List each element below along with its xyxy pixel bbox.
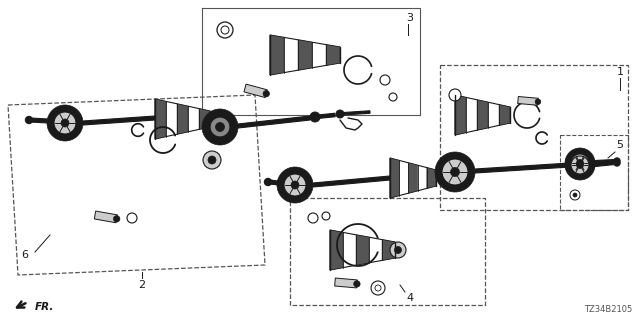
Circle shape bbox=[202, 109, 238, 145]
Polygon shape bbox=[199, 108, 210, 129]
Text: 1: 1 bbox=[616, 67, 623, 77]
Polygon shape bbox=[518, 97, 538, 105]
Circle shape bbox=[565, 150, 595, 180]
Polygon shape bbox=[330, 230, 395, 270]
Circle shape bbox=[435, 152, 475, 192]
Circle shape bbox=[210, 117, 230, 137]
Circle shape bbox=[451, 167, 460, 177]
Polygon shape bbox=[335, 278, 357, 288]
Polygon shape bbox=[475, 163, 570, 173]
Circle shape bbox=[577, 159, 584, 166]
Circle shape bbox=[264, 179, 271, 186]
Circle shape bbox=[54, 112, 76, 134]
Circle shape bbox=[47, 105, 83, 141]
Polygon shape bbox=[390, 158, 399, 198]
Polygon shape bbox=[238, 116, 310, 128]
Polygon shape bbox=[382, 240, 395, 260]
Polygon shape bbox=[298, 40, 312, 70]
Polygon shape bbox=[270, 35, 340, 75]
Polygon shape bbox=[94, 211, 117, 223]
Circle shape bbox=[208, 156, 216, 164]
Text: 3: 3 bbox=[406, 13, 413, 23]
Polygon shape bbox=[390, 158, 436, 198]
Circle shape bbox=[449, 89, 461, 101]
Circle shape bbox=[291, 181, 299, 189]
Circle shape bbox=[571, 154, 589, 172]
Text: 5: 5 bbox=[616, 140, 623, 150]
Polygon shape bbox=[155, 99, 210, 139]
Circle shape bbox=[390, 242, 406, 258]
Polygon shape bbox=[326, 44, 340, 65]
Circle shape bbox=[221, 26, 229, 34]
Polygon shape bbox=[408, 163, 418, 193]
Text: 6: 6 bbox=[22, 250, 29, 260]
Circle shape bbox=[277, 167, 313, 203]
Polygon shape bbox=[356, 235, 369, 265]
Polygon shape bbox=[455, 95, 466, 135]
Circle shape bbox=[394, 246, 401, 253]
Circle shape bbox=[371, 281, 385, 295]
Polygon shape bbox=[30, 118, 48, 123]
Circle shape bbox=[127, 213, 137, 223]
Circle shape bbox=[308, 213, 318, 223]
Text: FR.: FR. bbox=[35, 302, 54, 312]
Circle shape bbox=[389, 93, 397, 101]
Polygon shape bbox=[269, 180, 278, 185]
Circle shape bbox=[216, 123, 225, 132]
Circle shape bbox=[571, 156, 589, 174]
Circle shape bbox=[442, 159, 468, 185]
Circle shape bbox=[570, 190, 580, 200]
Circle shape bbox=[614, 160, 620, 166]
Circle shape bbox=[203, 151, 221, 169]
Polygon shape bbox=[595, 159, 615, 164]
Polygon shape bbox=[595, 162, 615, 166]
Circle shape bbox=[322, 212, 330, 220]
Text: 4: 4 bbox=[406, 293, 413, 303]
Polygon shape bbox=[177, 104, 188, 134]
Polygon shape bbox=[330, 230, 343, 270]
Circle shape bbox=[217, 22, 233, 38]
Circle shape bbox=[577, 162, 584, 169]
Circle shape bbox=[284, 174, 306, 196]
Polygon shape bbox=[83, 116, 155, 125]
Polygon shape bbox=[313, 176, 390, 187]
Polygon shape bbox=[244, 84, 268, 98]
Circle shape bbox=[310, 112, 320, 122]
Circle shape bbox=[380, 75, 390, 85]
Circle shape bbox=[614, 158, 620, 164]
Circle shape bbox=[26, 116, 33, 124]
Circle shape bbox=[535, 99, 541, 105]
Text: 2: 2 bbox=[138, 280, 145, 290]
Circle shape bbox=[565, 148, 595, 178]
Polygon shape bbox=[315, 113, 335, 119]
Circle shape bbox=[336, 110, 344, 118]
Circle shape bbox=[113, 216, 120, 222]
Polygon shape bbox=[340, 111, 370, 115]
Polygon shape bbox=[455, 95, 510, 135]
Circle shape bbox=[61, 119, 69, 127]
Circle shape bbox=[573, 193, 577, 197]
Polygon shape bbox=[499, 105, 510, 125]
Circle shape bbox=[354, 281, 360, 287]
Text: TZ34B2105: TZ34B2105 bbox=[584, 305, 632, 314]
Circle shape bbox=[263, 91, 269, 97]
Polygon shape bbox=[477, 100, 488, 130]
Polygon shape bbox=[270, 35, 284, 75]
Polygon shape bbox=[427, 168, 436, 188]
Circle shape bbox=[375, 285, 381, 291]
Polygon shape bbox=[155, 99, 166, 139]
